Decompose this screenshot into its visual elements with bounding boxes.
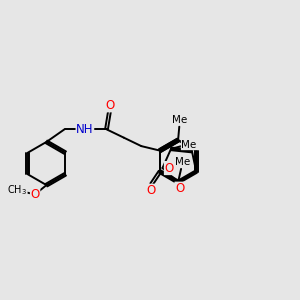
- Text: O: O: [175, 182, 184, 195]
- Text: CH$_3$: CH$_3$: [7, 184, 27, 197]
- Text: NH: NH: [76, 123, 94, 136]
- Text: O: O: [164, 161, 174, 175]
- Text: Me: Me: [182, 140, 196, 150]
- Text: O: O: [106, 99, 115, 112]
- Text: O: O: [31, 188, 40, 201]
- Text: Me: Me: [172, 115, 188, 125]
- Text: O: O: [146, 184, 155, 197]
- Text: Me: Me: [175, 157, 190, 167]
